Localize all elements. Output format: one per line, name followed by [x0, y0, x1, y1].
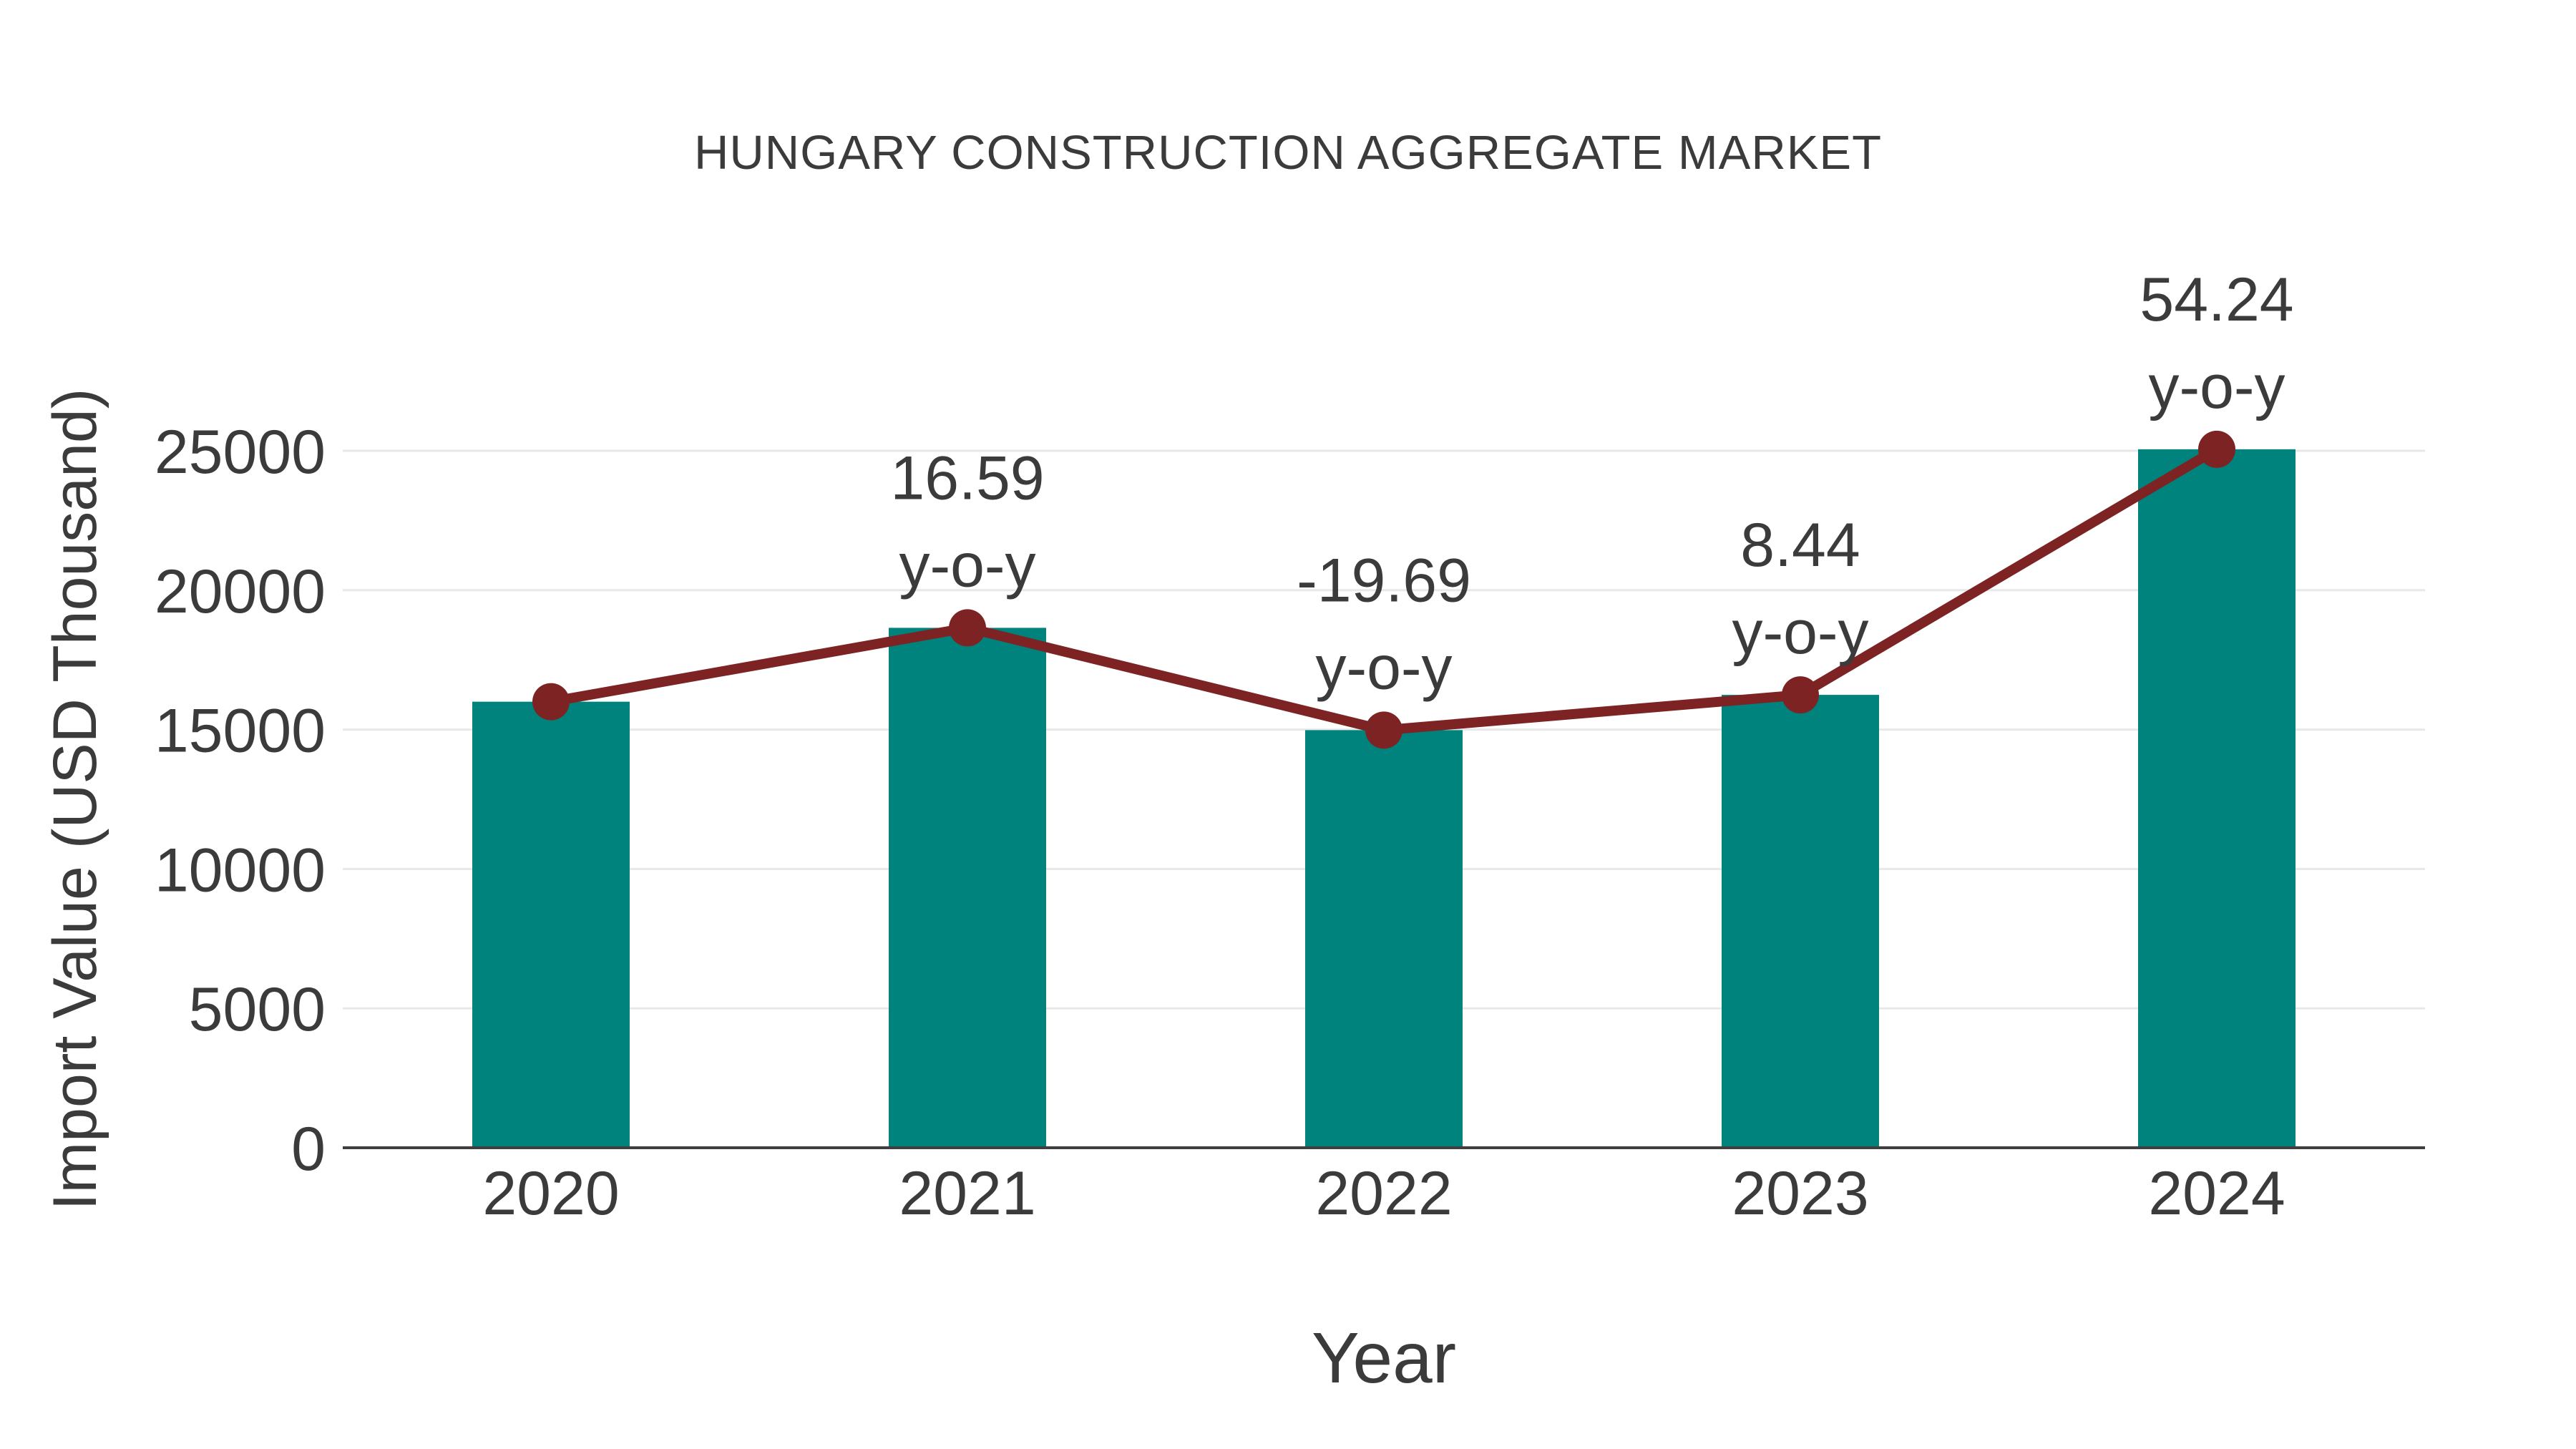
y-tick-label: 15000: [155, 697, 326, 766]
bar: [2138, 449, 2296, 1148]
x-tick-label: 2024: [2148, 1159, 2285, 1228]
y-tick-label: 5000: [189, 975, 326, 1044]
y-tick-label: 25000: [155, 418, 326, 487]
x-tick-label: 2020: [482, 1159, 619, 1228]
x-tick-label: 2022: [1315, 1159, 1452, 1228]
bar: [472, 701, 630, 1148]
bar: [889, 628, 1046, 1148]
line-point-marker: [532, 683, 570, 721]
annotation-value: 16.59: [890, 444, 1044, 512]
line-point-marker: [1365, 711, 1402, 749]
chart-title: HUNGARY CONSTRUCTION AGGREGATE MARKET: [693, 126, 1883, 180]
annotation-label: y-o-y: [1315, 633, 1452, 702]
line-point-marker: [1782, 676, 1819, 714]
annotation-value: -19.69: [1297, 546, 1471, 615]
x-tick-label: 2023: [1732, 1159, 1868, 1228]
bar: [1305, 730, 1463, 1148]
y-tick-label: 10000: [155, 836, 326, 904]
annotation-label: y-o-y: [899, 531, 1035, 600]
annotation-value: 8.44: [1740, 511, 1860, 580]
x-axis-title-text: Year: [1311, 1318, 1457, 1398]
annotation-label: y-o-y: [2148, 353, 2285, 421]
line-point-marker: [949, 609, 986, 647]
line-point-marker: [2198, 430, 2235, 468]
annotation-label: y-o-y: [1732, 598, 1868, 667]
y-tick-label: 20000: [155, 557, 326, 626]
bar: [1722, 695, 1879, 1148]
y-tick-label: 0: [291, 1115, 326, 1184]
x-tick-label: 2021: [899, 1159, 1035, 1228]
annotation-value: 54.24: [2140, 265, 2293, 334]
